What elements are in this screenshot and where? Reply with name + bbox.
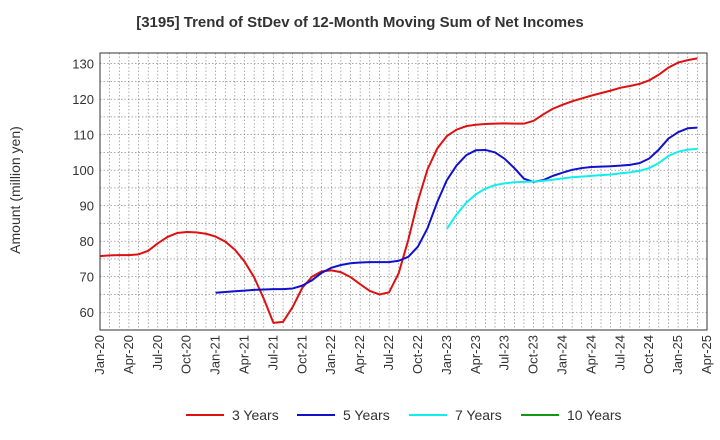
x-tick-label: Apr-20 xyxy=(121,335,136,374)
x-tick-label: Apr-21 xyxy=(237,335,252,374)
series-line-2 xyxy=(215,126,698,294)
y-tick-label: 60 xyxy=(80,305,94,320)
legend-swatch xyxy=(409,414,447,416)
x-tick-label: Jul-21 xyxy=(265,335,280,370)
legend-label: 7 Years xyxy=(455,407,502,423)
y-tick-label: 70 xyxy=(80,270,94,285)
legend-swatch xyxy=(186,414,224,416)
x-tick-label: Oct-22 xyxy=(410,335,425,374)
y-tick-label: 110 xyxy=(73,128,94,143)
x-tick-label: Jan-21 xyxy=(208,335,223,375)
series-lines xyxy=(99,57,698,324)
legend-label: 5 Years xyxy=(343,407,390,423)
y-tick-label: 130 xyxy=(72,57,94,72)
legend-label: 10 Years xyxy=(567,407,622,423)
plot-frame xyxy=(99,52,708,331)
x-tick-label: Jan-22 xyxy=(323,335,338,375)
x-tick-label: Jan-24 xyxy=(554,335,569,375)
legend-swatch xyxy=(521,414,559,416)
y-tick-labels: 60 70 80 90 100 110 120 130 xyxy=(72,57,94,321)
y-tick-label: 80 xyxy=(80,234,94,249)
x-tick-label: Jul-23 xyxy=(497,335,512,370)
grid-lines xyxy=(100,53,707,330)
x-tick-label: Jan-23 xyxy=(439,335,454,375)
legend-label: 3 Years xyxy=(232,407,279,423)
x-tick-label: Oct-21 xyxy=(294,335,309,374)
x-tick-label: Oct-24 xyxy=(641,335,656,374)
x-tick-label: Jul-24 xyxy=(612,335,627,370)
x-tick-label: Jul-20 xyxy=(150,335,165,370)
y-tick-label: 90 xyxy=(80,199,94,214)
x-tick-label: Apr-23 xyxy=(468,335,483,374)
x-tick-label: Apr-25 xyxy=(699,335,714,374)
legend-swatch xyxy=(297,414,335,416)
x-tick-labels: Jan-20 Apr-20 Jul-20 Oct-20 Jan-21 Apr-21 Jul-… xyxy=(92,335,714,375)
y-tick-label: 100 xyxy=(72,163,94,178)
x-tick-label: Apr-22 xyxy=(352,335,367,374)
x-tick-label: Jul-22 xyxy=(381,335,396,370)
x-tick-label: Jan-20 xyxy=(92,335,107,375)
x-tick-label: Apr-24 xyxy=(583,335,598,374)
series-line-1 xyxy=(99,57,698,324)
series-line-3 xyxy=(446,147,698,230)
chart-title: [3195] Trend of StDev of 12-Month Moving… xyxy=(136,14,584,31)
x-tick-label: Oct-20 xyxy=(179,335,194,374)
y-tick-label: 120 xyxy=(72,92,94,107)
x-tick-label: Jan-25 xyxy=(670,335,685,375)
x-tick-label: Oct-23 xyxy=(526,335,541,374)
legend: 3 Years 5 Years 7 Years 10 Years xyxy=(0,405,720,425)
